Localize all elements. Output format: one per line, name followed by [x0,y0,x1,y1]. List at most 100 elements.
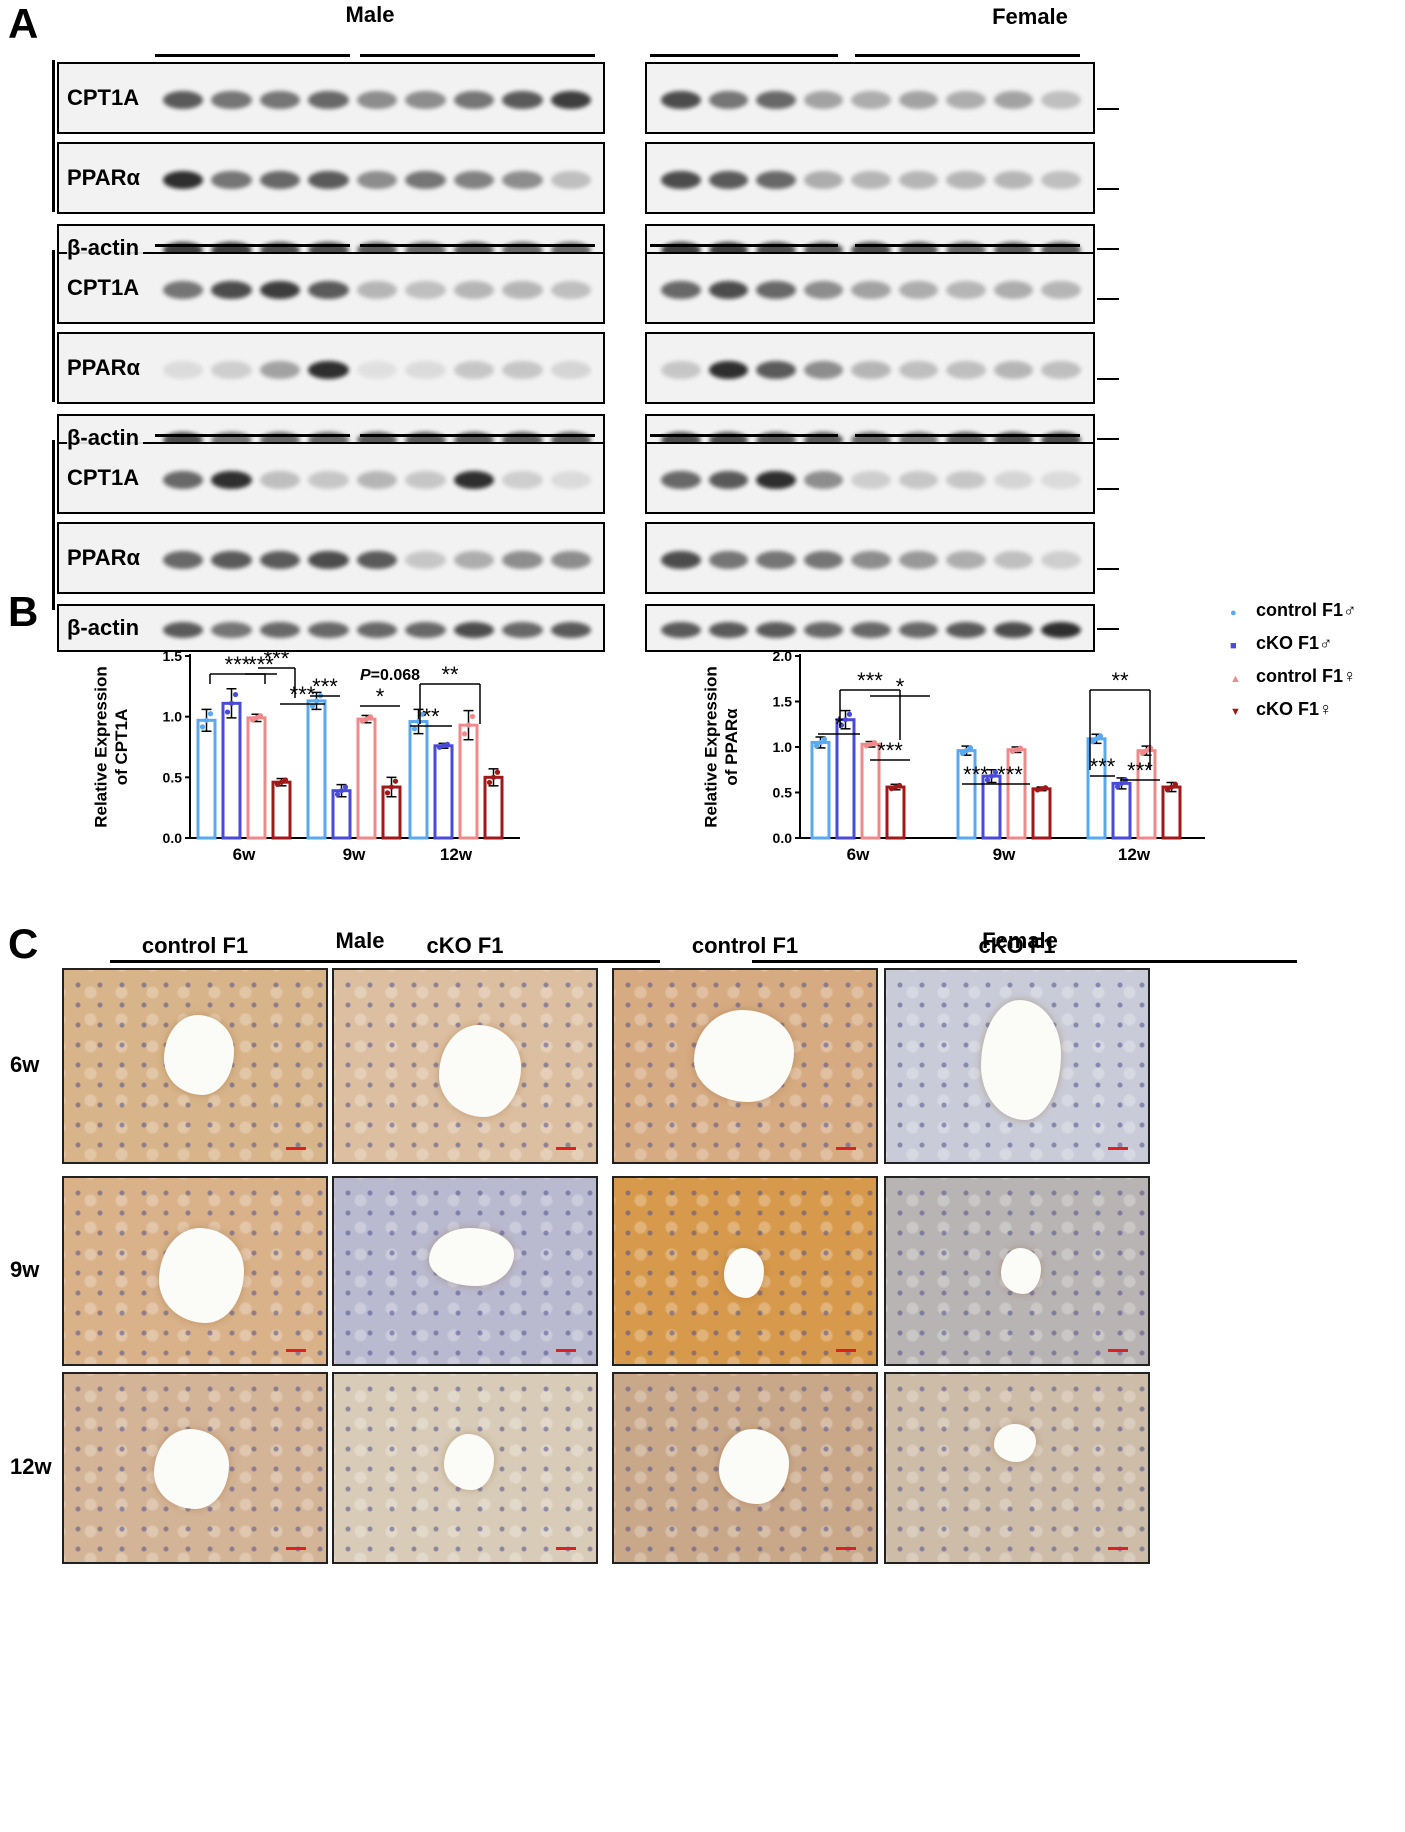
blot-band [946,91,986,109]
blot-band [211,281,252,299]
central-vein [724,1248,764,1298]
blot-band [550,281,591,299]
legend-marker: ■ [1230,640,1237,652]
blot-band [708,281,749,299]
blot-band [851,281,891,299]
blot-band [453,91,495,109]
blot-M-6w-CPT1A: CPT1A [57,62,605,134]
blot-M-6w-PPARα: PPARα [57,142,605,214]
data-point [1089,738,1096,745]
blot-band [163,361,204,379]
data-point [992,769,999,775]
blot-band [661,361,701,379]
sig-star: *** [248,652,274,677]
legend-marker: ▼ [1230,706,1241,718]
data-point [363,716,370,722]
scale-bar [836,1349,856,1352]
blot-band [502,471,543,489]
blot-F-12w-CPT1A [645,442,1095,514]
legend-item-1: ■ cKO F1♂ [1230,633,1405,666]
blot-marker-tick-6w-0 [1097,108,1119,110]
data-point [232,691,239,698]
data-point [461,731,468,737]
blot-band [308,551,349,569]
chart-xtick-12w: 12w [1118,845,1151,864]
chart-ytick-label: 0.5 [773,785,793,801]
legend-marker: ● [1230,607,1237,619]
blot-group-line-control-M-9w [155,244,350,247]
sig-star: ** [441,662,459,687]
data-point [1168,784,1175,790]
blot-F-6w-CPT1A [645,62,1095,134]
legend-item-3: ▼ cKO F1♀ [1230,699,1405,732]
blot-band [211,551,252,569]
blot-marker-tick-6w-2 [1097,248,1119,250]
blot-band [453,281,495,299]
panel-a-male-title: Male [345,2,395,27]
histo-image-6w-col0 [62,968,328,1164]
data-point [342,784,349,790]
histo-row-label-12w: 12w [10,1454,52,1479]
blot-F-12w-PPARα [645,522,1095,594]
sig-star: *** [1127,758,1153,783]
legend-marker: ▲ [1230,673,1241,685]
blot-band [550,361,591,379]
blot-band [405,361,446,379]
blot-band [211,91,252,109]
blot-band [993,471,1034,489]
histo-image-9w-col0 [62,1176,328,1366]
central-vein [694,1010,794,1102]
bar-control F1♂-12w [408,720,429,840]
p-value-annotation: P=0.068 [360,667,420,684]
blot-band [356,281,398,299]
data-point [1143,748,1150,754]
data-point [1164,787,1171,793]
blot-band [211,471,252,489]
data-point [863,743,870,749]
blot-band [163,91,204,109]
blot-band [211,361,252,379]
blot-band [502,91,543,109]
blot-band [708,91,749,109]
blot-group-line-cko-M-12w [360,434,595,437]
bar-cKO F1♂-12w [433,744,454,840]
blot-band [356,361,398,379]
blot-band [661,91,701,109]
data-point [813,743,820,749]
data-point [249,717,256,723]
blot-band [946,622,986,638]
scale-bar [1108,1147,1128,1150]
blot-band [661,622,701,638]
blot-marker-tick-9w-0 [1097,298,1119,300]
bar-cKO F1♂-6w [221,701,242,840]
blot-band [163,622,204,638]
sig-star: ** [422,704,440,729]
blot-time-bracket-6w [52,60,55,212]
data-point [282,777,289,783]
blot-band [308,361,349,379]
central-vein [164,1015,234,1095]
blot-F-6w-PPARα [645,142,1095,214]
data-point [207,711,214,717]
blot-band [661,551,701,569]
chart-xtick-6w: 6w [847,845,870,864]
blot-band [708,361,749,379]
data-point [469,713,476,720]
data-point [444,741,451,747]
blot-group-line-control-M-12w [155,434,350,437]
central-vein [719,1429,789,1504]
blot-band [1041,551,1081,569]
blot-band [993,91,1034,109]
data-point [1017,745,1024,751]
bar-cKO F1♀-6w [885,785,906,840]
blot-protein-label: CPT1A [67,275,144,301]
blot-band [851,551,891,569]
blot-band [308,171,349,189]
data-point [199,724,206,730]
data-point [846,711,853,717]
blot-band [453,551,495,569]
data-point [988,773,995,779]
scale-bar [556,1147,576,1150]
data-point [892,784,899,790]
bar-control F1♀-6w [246,716,267,840]
